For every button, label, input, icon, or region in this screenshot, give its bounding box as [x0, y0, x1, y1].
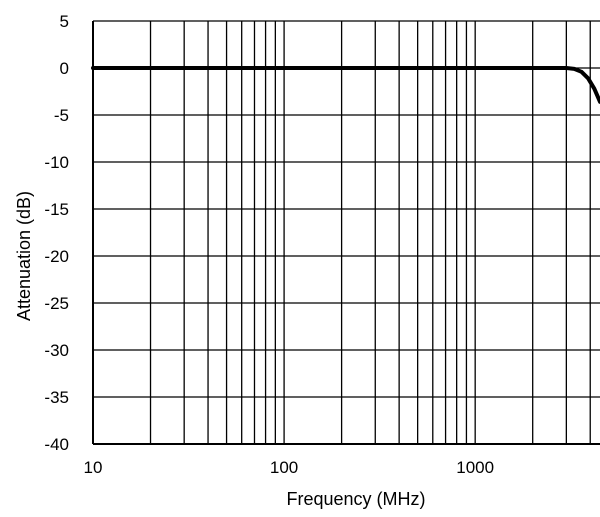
- x-tick-labels: 10 100 1000: [84, 458, 495, 477]
- y-axis-label: Attenuation (dB): [14, 191, 34, 321]
- y-tick-label: -20: [44, 247, 69, 266]
- grid: [92, 20, 600, 445]
- y-tick-label: -10: [44, 153, 69, 172]
- y-tick-label: -25: [44, 294, 69, 313]
- x-tick-label: 1000: [456, 458, 494, 477]
- x-axis-label: Frequency (MHz): [286, 489, 425, 509]
- y-tick-label: -35: [44, 388, 69, 407]
- series-line-0: [91, 66, 600, 104]
- x-tick-label: 10: [84, 458, 103, 477]
- y-tick-labels: 5 0 -5 -10 -15 -20 -25 -30 -35 -40: [44, 12, 69, 454]
- y-tick-label: -30: [44, 341, 69, 360]
- y-tick-label: -5: [54, 106, 69, 125]
- y-tick-label: -40: [44, 435, 69, 454]
- x-tick-label: 100: [270, 458, 298, 477]
- y-tick-label: 5: [60, 12, 69, 31]
- y-tick-label: -15: [44, 200, 69, 219]
- y-tick-label: 0: [60, 59, 69, 78]
